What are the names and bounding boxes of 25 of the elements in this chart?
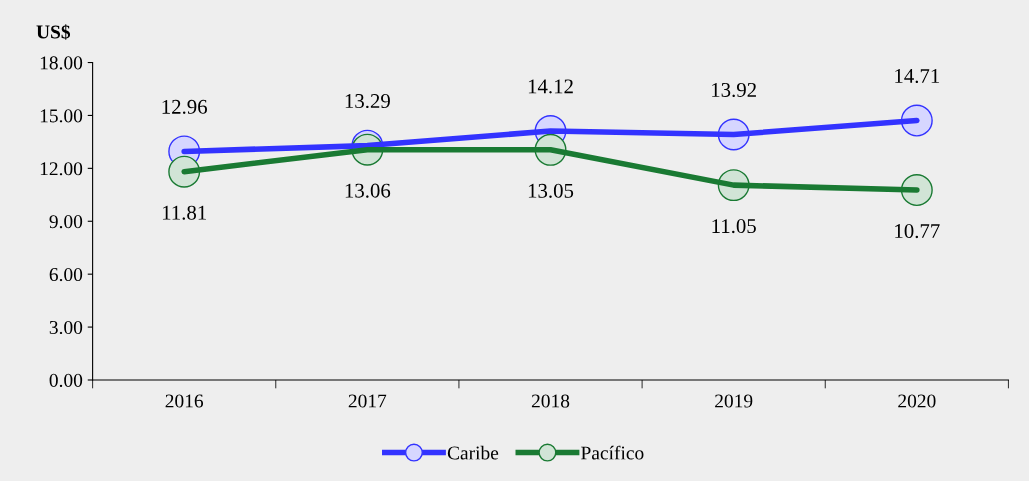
data-label: 14.71 (895, 69, 940, 84)
data-label: 13.29 (345, 94, 390, 109)
x-tick-label: 2018 (531, 394, 570, 408)
data-label: 11.81 (162, 205, 206, 220)
x-tick-label: 2020 (898, 394, 936, 408)
data-label: 13.06 (345, 183, 391, 198)
legend-label: Pacífico (581, 445, 644, 460)
y-tick-label: 18.00 (40, 56, 83, 70)
y-tick-label: 15.00 (40, 109, 83, 123)
y-tick-label: 3.00 (49, 320, 83, 335)
data-label: 13.92 (712, 82, 756, 98)
y-tick-label: 12.00 (40, 162, 83, 176)
legend-label: Caribe (447, 445, 499, 460)
data-label: 12.96 (162, 99, 208, 114)
x-tick-label: 2017 (348, 394, 387, 408)
data-label: 14.12 (528, 79, 573, 94)
x-tick-label: 2016 (165, 394, 204, 408)
y-tick-label: 6.00 (49, 267, 83, 282)
y-axis-title: US$ (36, 24, 71, 40)
data-label: 13.05 (528, 183, 574, 198)
data-label: 10.77 (895, 223, 940, 239)
data-label: 11.05 (712, 219, 756, 234)
y-tick-label: 9.00 (49, 215, 83, 229)
x-tick-label: 2019 (715, 394, 753, 408)
y-tick-label: 0.00 (49, 373, 83, 388)
